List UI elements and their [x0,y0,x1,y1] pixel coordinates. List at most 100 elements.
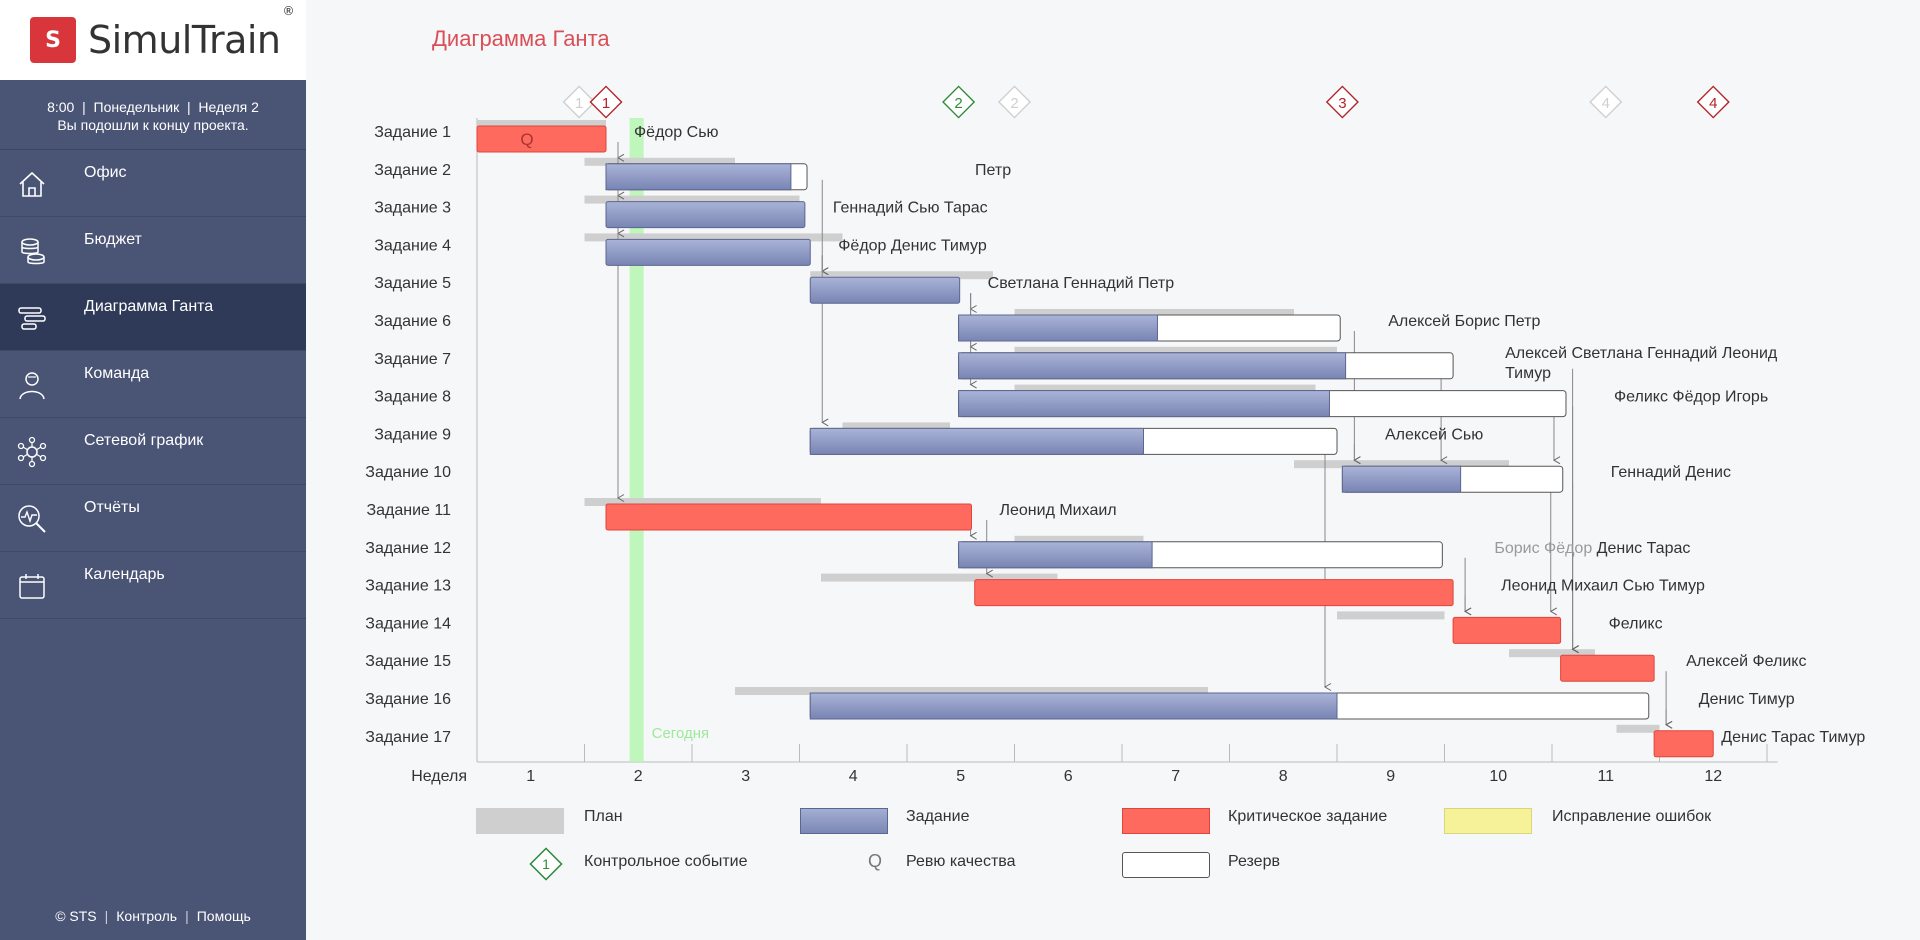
task-name-label: Задание 4 [374,237,451,254]
task-name-label: Задание 13 [365,578,451,595]
legend-task-swatch [800,808,888,834]
milestone-number: 1 [575,95,583,112]
coins-icon [21,238,45,265]
report-icon [18,505,46,533]
team-icon [19,372,45,400]
milestone-number: 1 [602,95,610,112]
control-link[interactable]: Контроль [116,908,178,924]
legend-fix-swatch [1444,808,1532,834]
task-people-label: Феликс [1609,615,1663,632]
plan-bar [735,687,1208,695]
task-name-label: Задание 17 [365,729,451,746]
nav-label: Диаграмма Ганта [84,298,214,315]
legend-reserve-swatch [1122,852,1210,878]
milestone-marker [1696,85,1730,119]
legend-quality-label: Ревю качества [906,853,1016,870]
milestone-marker [997,85,1032,119]
nav-label: Отчёты [84,499,140,516]
plan-bar [1616,724,1660,733]
plan-bar [1014,346,1337,355]
task-name-label: Задание 2 [374,162,451,179]
week-tick-label: 6 [1064,768,1073,785]
task-name-label: Задание 7 [374,351,451,368]
nav-item-home[interactable]: Офис [0,150,306,217]
gantt-icon [18,307,46,330]
task-bar [958,390,1330,418]
milestone-marker [589,85,623,119]
legend-task-label: Задание [906,808,970,825]
week-tick-label: 7 [1171,768,1180,785]
task-bar [809,276,961,304]
quality-review-icon: Q [520,130,533,149]
task-people-label: Светлана Геннадий Петр [988,275,1175,292]
task-people-rest: Денис Тарас [1597,540,1691,557]
legend-critical-swatch [1122,808,1210,834]
nav-label: Сетевой график [84,432,204,449]
nav-item-calendar[interactable]: Календарь [0,552,306,619]
task-people-line: Алексей Светлана Геннадий Леонид [1505,345,1778,362]
sidebar: S SimulTrain® 8:00 | Понедельник | Недел… [0,0,306,940]
task-people-label: Геннадий Сью Тарас [833,200,988,217]
legend-plan-label: План [584,808,623,825]
plan-bar [1509,649,1595,658]
week-axis-label: Неделя [411,768,467,785]
week-tick-label: 9 [1386,768,1395,785]
nav-label: Офис [84,164,127,181]
milestone-marker [942,85,976,119]
week-tick-label: 5 [956,768,965,785]
nav-label: Команда [84,365,150,382]
network-icon [17,436,47,468]
status-time-line: 8:00 | Понедельник | Неделя 2 [47,99,259,115]
week-tick-label: 4 [849,768,858,785]
task-bar [605,238,811,266]
sidebar-footer: © STS | Контроль | Помощь [55,908,251,924]
quality-legend-icon: Q [868,851,883,871]
plan-bar [1014,535,1144,544]
copyright: © STS [55,908,97,924]
logo[interactable]: S SimulTrain® [0,0,306,80]
legend-critical-label: Критическое задание [1228,808,1388,825]
nav-item-report[interactable]: Отчёты [0,485,306,552]
legend-milestone-label: Контрольное событие [584,853,748,870]
week-tick-label: 12 [1704,768,1722,785]
task-name-label: Задание 5 [374,275,451,292]
task-bar [1341,465,1462,493]
critical-task-bar [974,579,1454,607]
task-people-label: Леонид Михаил Сью Тимур [1501,578,1705,595]
legend-reserve-label: Резерв [1228,853,1280,870]
page-title: Диаграмма Ганта [432,26,610,51]
status-message: Вы подошли к концу проекта. [57,117,249,133]
critical-task-bar [1560,654,1655,682]
week-tick-label: 11 [1597,768,1614,785]
nav-item-coins[interactable]: Бюджет [0,217,306,284]
help-link[interactable]: Помощь [196,908,251,924]
task-name-label: Задание 16 [365,691,451,708]
plan-bar [584,498,821,506]
task-people-faded: Борис Фёдор [1494,540,1596,557]
task-people-label: Алексей Светлана Геннадий Леонид Тимур [1505,345,1778,382]
task-bar [958,314,1158,342]
nav-item-gantt[interactable]: Диаграмма Ганта [0,284,306,351]
main-content: Диаграмма Ганта Неделя 1 2 3 4 5 6 7 8 9 10 11 12 Сег… [306,0,1920,940]
nav-menu: Офис Бюджет Диаграмма Ганта Команда Сетевой … [0,150,306,619]
task-people-label: Денис Тимур [1699,691,1795,708]
week-tick-label: 1 [526,768,535,785]
milestone-legend-icon: 1 [529,847,563,881]
task-bar [809,692,1338,720]
legend-fix-label: Исправление ошибок [1552,808,1712,825]
nav-item-team[interactable]: Команда [0,351,306,418]
critical-task-bar [1452,616,1562,644]
status-panel: 8:00 | Понедельник | Неделя 2 Вы подошли… [0,80,306,150]
milestone-marker [1325,85,1359,119]
task-name-label: Задание 10 [365,464,451,481]
task-name-label: Задание 8 [374,389,451,406]
task-name-label: Задание 11 [366,502,451,519]
legend-milestone-number: 1 [542,856,550,872]
task-bar [605,201,806,229]
critical-task-bar [476,125,607,153]
nav-item-network[interactable]: Сетевой график [0,418,306,485]
task-people-label: Фёдор Денис Тимур [838,237,987,254]
week-tick-label: 10 [1489,768,1507,785]
today-label: Сегодня [652,725,710,742]
